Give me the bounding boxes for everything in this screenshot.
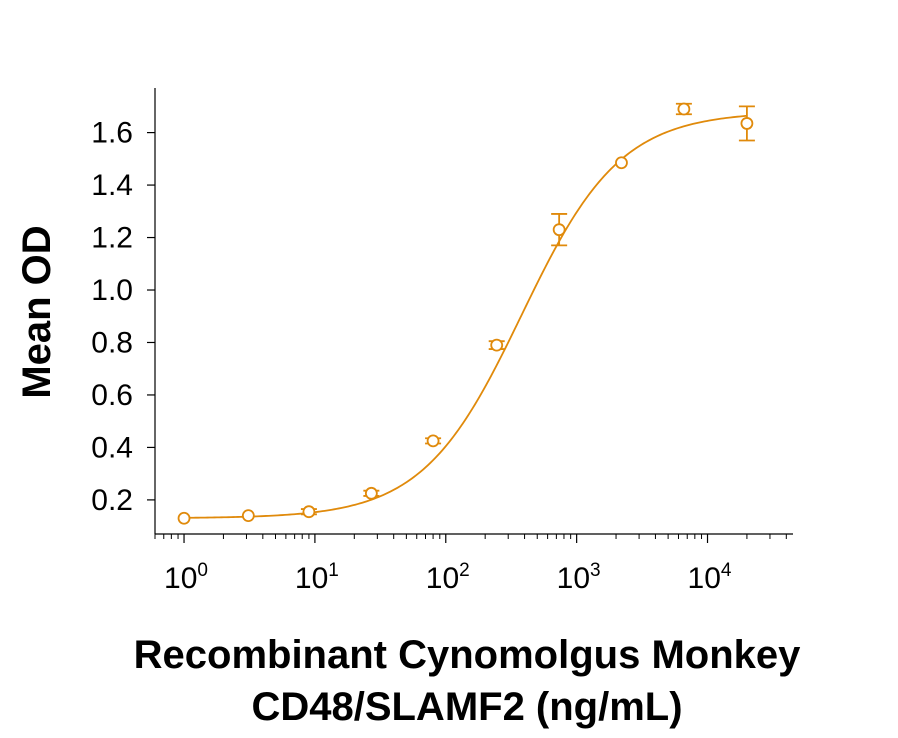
y-tick-label: 1.0 (91, 274, 133, 307)
data-point (675, 102, 692, 116)
y-axis-title: Mean OD (15, 225, 59, 398)
y-tick-label: 1.4 (91, 169, 133, 202)
data-point (425, 434, 442, 448)
y-tick-label: 0.4 (91, 431, 133, 464)
data-marker (677, 102, 691, 116)
x-tick-label: 103 (557, 560, 601, 595)
fit-curve (184, 114, 747, 519)
x-tick-label: 102 (426, 560, 470, 595)
data-point (363, 486, 380, 500)
x-tick-label: 104 (688, 560, 732, 595)
y-tick-label: 0.8 (91, 326, 133, 359)
tick-marks (147, 132, 787, 543)
data-point (241, 509, 255, 523)
data-point (738, 105, 755, 142)
data-marker (177, 511, 191, 525)
tick-labels: 0.2 0.4 0.6 0.8 1.0 1.2 1.4 1.6 100 101 102 103 104 (91, 117, 732, 595)
data-marker (364, 486, 378, 500)
data-marker (241, 509, 255, 523)
data-marker (490, 338, 504, 352)
y-tick-label: 1.6 (91, 117, 133, 150)
data-marker (615, 156, 628, 170)
data-marker (302, 505, 316, 519)
data-marker (740, 117, 754, 130)
data-point (551, 213, 568, 247)
data-marker (552, 223, 566, 237)
data-point (300, 505, 317, 519)
x-axis-title-line-1: Recombinant Cynomolgus Monkey (134, 633, 801, 677)
data-point (615, 156, 628, 170)
y-tick-label: 1.2 (91, 222, 133, 255)
axis-titles: Mean OD Recombinant Cynomolgus Monkey CD… (15, 225, 801, 729)
data-point (177, 511, 191, 525)
axes (154, 88, 793, 535)
data-marker (426, 434, 440, 448)
x-tick-label: 101 (295, 560, 339, 595)
x-tick-label: 100 (164, 560, 208, 595)
x-axis-title-line-2: CD48/SLAMF2 (ng/mL) (251, 685, 682, 729)
data-point (488, 338, 505, 352)
y-tick-label: 0.6 (91, 379, 133, 412)
data-points (177, 102, 755, 525)
fit-curve-group (184, 114, 747, 519)
y-tick-label: 0.2 (91, 484, 133, 517)
